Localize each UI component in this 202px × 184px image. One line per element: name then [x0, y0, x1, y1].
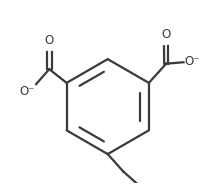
Text: O⁻: O⁻	[184, 55, 199, 68]
Text: O⁻: O⁻	[19, 85, 35, 98]
Text: O: O	[161, 28, 170, 41]
Text: O: O	[45, 34, 54, 47]
